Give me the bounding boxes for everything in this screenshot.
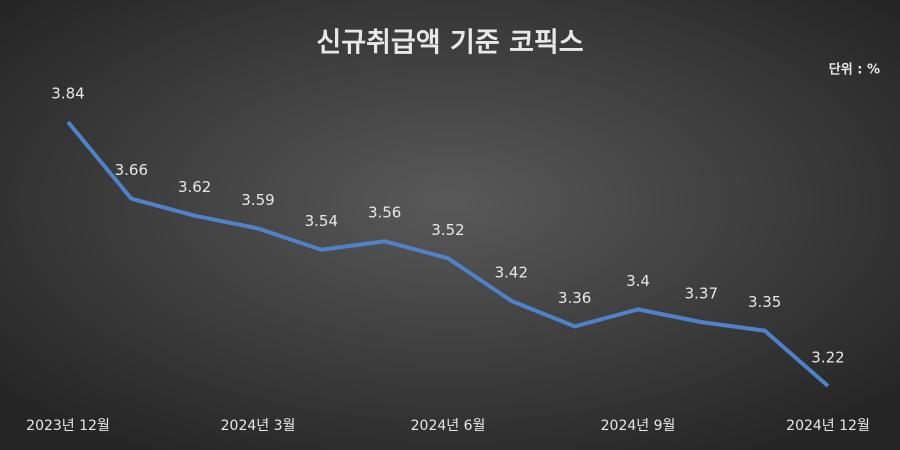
x-tick-label: 2024년 6월 [411, 418, 486, 434]
data-label: 3.56 [368, 204, 401, 222]
data-label: 3.66 [115, 161, 148, 179]
data-label: 3.62 [178, 178, 211, 196]
data-label: 3.35 [748, 293, 781, 311]
data-label: 3.37 [685, 285, 718, 303]
unit-label: 단위 : % [829, 62, 880, 78]
x-tick-label: 2024년 12월 [786, 418, 870, 434]
data-label: 3.54 [305, 212, 338, 230]
x-tick-label: 2024년 9월 [601, 418, 676, 434]
data-label: 3.36 [558, 289, 591, 307]
x-tick-label: 2024년 3월 [221, 418, 296, 434]
data-label: 3.52 [431, 221, 464, 239]
data-label: 3.84 [51, 85, 84, 103]
data-label: 3.22 [811, 349, 844, 367]
data-label: 3.42 [495, 263, 528, 281]
data-line [66, 120, 830, 388]
data-label: 3.4 [626, 272, 650, 290]
chart-title: 신규취급액 기준 코픽스 [316, 28, 583, 59]
x-tick-label: 2023년 12월 [26, 418, 110, 434]
data-label: 3.59 [241, 191, 274, 209]
